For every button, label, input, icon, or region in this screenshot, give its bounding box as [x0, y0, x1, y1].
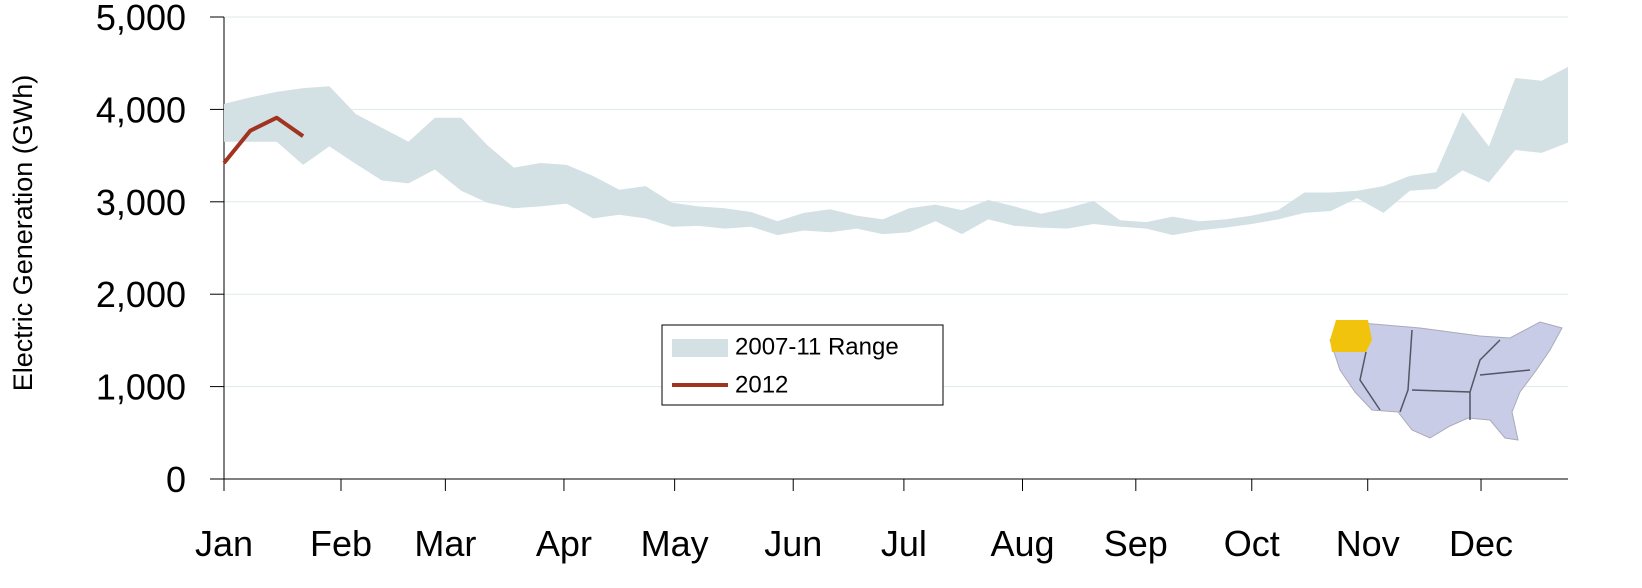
series-line: [222, 115, 305, 165]
legend-swatch: [672, 339, 728, 357]
y-tick-label: 2,000: [96, 274, 186, 315]
legend-box: [661, 324, 944, 406]
us-map: [1329, 321, 1563, 441]
x-tick-label: Jan: [195, 523, 253, 564]
range-band: [224, 66, 1568, 236]
x-tick-label: Jul: [881, 523, 927, 564]
region-borders: [1359, 329, 1531, 420]
legend-label: 2012: [735, 371, 788, 398]
y-tick-label: 3,000: [96, 182, 186, 223]
x-tick-label: May: [641, 523, 709, 564]
x-tick-label: Jun: [764, 523, 822, 564]
y-tick-label: 4,000: [96, 89, 186, 130]
map-inset: [1329, 320, 1563, 441]
northwest-region: [1330, 320, 1372, 352]
plot-layer: [222, 115, 305, 165]
legend-label: 2007-11 Range: [735, 333, 899, 360]
y-tick-label: 5,000: [96, 0, 186, 38]
x-tick-label: Aug: [990, 523, 1054, 564]
x-tick-label: Apr: [536, 523, 592, 564]
x-tick-label: Oct: [1224, 523, 1280, 564]
y-tick-label: 0: [166, 459, 186, 500]
band-layer: [224, 66, 1568, 236]
x-tick-label: Sep: [1104, 523, 1168, 564]
x-tick-label: Feb: [310, 523, 372, 564]
grid: [210, 16, 1568, 491]
x-tick-label: Nov: [1336, 523, 1400, 564]
x-tick-label: Dec: [1449, 523, 1513, 564]
y-tick-label: 1,000: [96, 367, 186, 408]
x-tick-label: Mar: [414, 523, 476, 564]
y-axis-label: Electric Generation (GWh): [8, 75, 38, 392]
